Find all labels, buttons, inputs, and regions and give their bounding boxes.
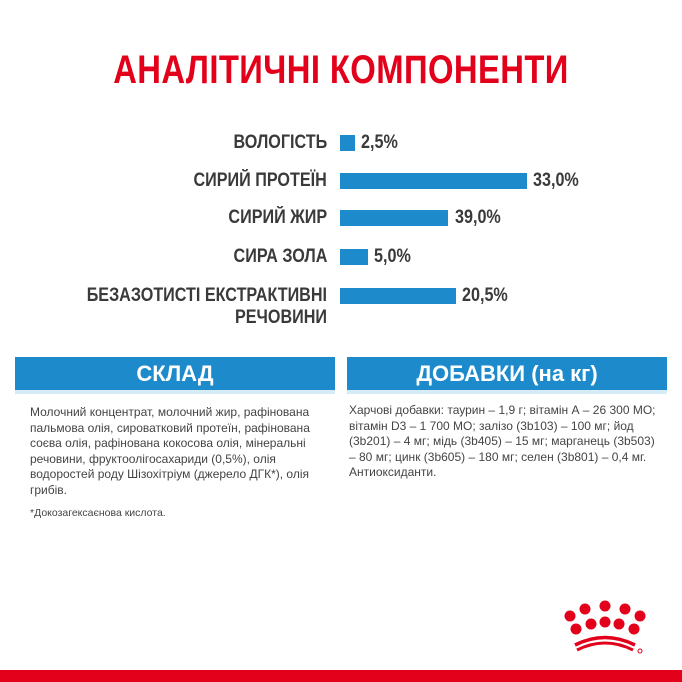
nutrient-value: 2,5% — [361, 132, 398, 153]
nutrient-label: СИРИЙ ЖИР — [228, 207, 327, 228]
additives-header: ДОБАВКИ (на кг) — [347, 357, 667, 394]
nutrient-label: СИРА ЗОЛА — [233, 246, 327, 267]
nutrient-value: 33,0% — [533, 170, 579, 191]
nutrient-row-fat: СИРИЙ ЖИР 39,0% — [0, 207, 682, 229]
royal-canin-crown-logo — [564, 600, 646, 654]
nutrient-row-protein: СИРИЙ ПРОТЕЇН 33,0% — [0, 170, 682, 192]
nutrient-value: 5,0% — [374, 246, 411, 267]
nutrient-row-ash: СИРА ЗОЛА 5,0% — [0, 246, 682, 268]
nutrient-value: 39,0% — [455, 207, 501, 228]
nutrient-label: СИРИЙ ПРОТЕЇН — [193, 170, 327, 191]
nutrient-bar — [340, 210, 448, 226]
composition-footnote: *Докозагексаєнова кислота. — [30, 507, 166, 519]
nutrient-value: 20,5% — [462, 285, 508, 306]
nutrient-bar — [340, 288, 456, 304]
additives-text: Харчові добавки: таурин – 1,9 г; вітамін… — [349, 403, 656, 479]
nutrient-bar — [340, 173, 527, 189]
nutrient-row-moisture: ВОЛОГІСТЬ 2,5% — [0, 132, 682, 154]
nutrient-label: БЕЗАЗОТИСТІ ЕКСТРАКТИВНІ РЕЧОВИНИ — [86, 285, 328, 328]
nutrient-label: ВОЛОГІСТЬ — [233, 132, 327, 153]
nutrient-bar — [340, 249, 368, 265]
nutrient-row-nfe: БЕЗАЗОТИСТІ ЕКСТРАКТИВНІ РЕЧОВИНИ 20,5% — [0, 285, 682, 329]
nutrient-bar — [340, 135, 355, 151]
composition-header: СКЛАД — [15, 357, 335, 394]
composition-text: Молочний концентрат, молочний жир, рафін… — [30, 405, 310, 497]
footer-band — [0, 670, 682, 682]
page-title: АНАЛІТИЧНІ КОМПОНЕНТИ — [113, 48, 569, 92]
